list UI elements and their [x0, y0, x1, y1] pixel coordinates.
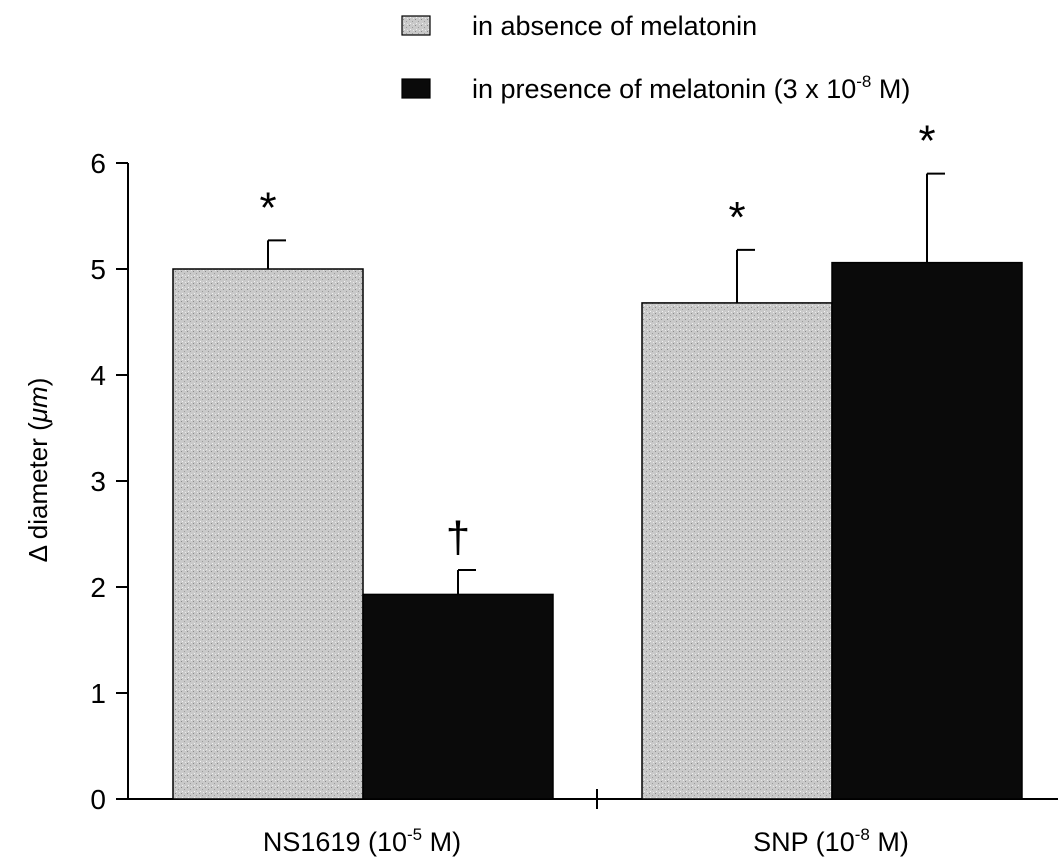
- x-category-label-0: NS1619 (10-5 M): [263, 825, 461, 857]
- y-axis-label-symbol: Δ: [23, 545, 53, 562]
- bar-0-1: [362, 593, 554, 800]
- y-axis-label-unit: μm: [23, 386, 53, 423]
- legend-label-presence-suffix: M): [871, 74, 910, 104]
- x-category-label-1: SNP (10-8 M): [753, 825, 909, 857]
- significance-marker-1-0: *: [728, 193, 745, 242]
- legend-label-presence: in presence of melatonin (3 x 10-8 M): [472, 72, 910, 104]
- legend-label-absence: in absence of melatonin: [472, 11, 757, 41]
- legend-label-presence-sup: -8: [856, 72, 871, 91]
- legend: in absence of melatonin in presence of m…: [401, 11, 910, 104]
- y-tick-label-5: 5: [90, 254, 106, 285]
- y-axis-label-suffix: ): [23, 378, 53, 387]
- y-tick-label-3: 3: [90, 466, 106, 497]
- legend-swatch-absence: [401, 15, 431, 36]
- y-tick-label-1: 1: [90, 678, 106, 709]
- significance-marker-1-1: *: [918, 117, 935, 166]
- legend-label-presence-text: in presence of melatonin (3 x 10: [472, 74, 856, 104]
- y-axis-label-text: diameter (: [23, 422, 53, 547]
- y-tick-label-6: 6: [90, 148, 106, 179]
- y-axis-label: Δ diameter (μm): [23, 378, 53, 563]
- bar-1-1: [831, 261, 1023, 800]
- y-tick-label-2: 2: [90, 572, 106, 603]
- y-tick-label-0: 0: [90, 784, 106, 815]
- legend-swatch-presence: [401, 78, 431, 99]
- bar-0-0: [172, 268, 364, 800]
- significance-marker-0-1: †: [446, 513, 470, 562]
- bar-1-0: [641, 302, 833, 800]
- plot-area: 0 1 2 3 4 5 6 * * † * NS1619 (10-5 M) SNP (10-8 M): [90, 117, 1058, 857]
- significance-marker-0-0: *: [259, 183, 276, 232]
- y-tick-label-4: 4: [90, 360, 106, 391]
